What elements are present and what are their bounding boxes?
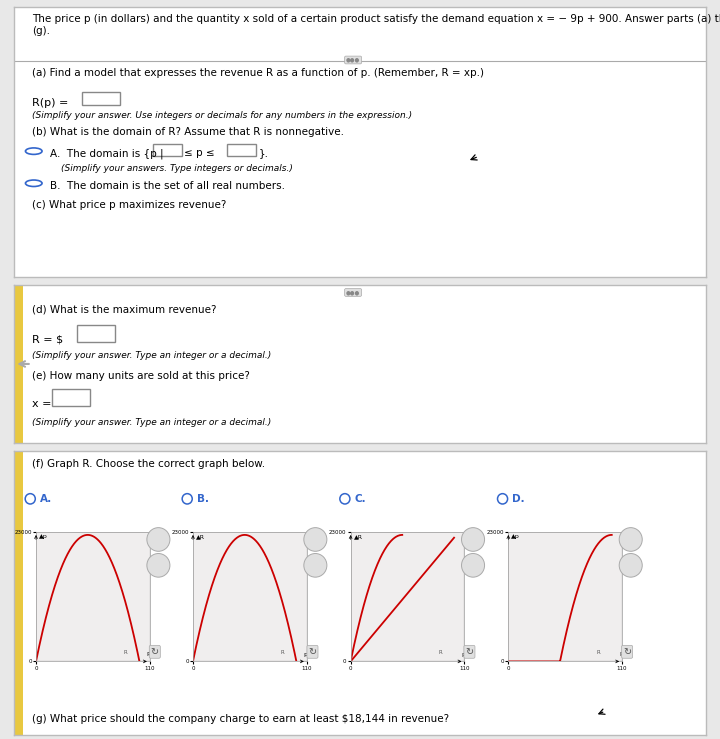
- Text: A.  The domain is {p |: A. The domain is {p |: [50, 149, 164, 159]
- Text: ▲R: ▲R: [196, 534, 205, 539]
- Text: ↻: ↻: [623, 647, 631, 657]
- Text: ●●●: ●●●: [346, 290, 360, 295]
- Text: −: −: [311, 560, 320, 571]
- Text: ≤ p ≤: ≤ p ≤: [184, 149, 215, 158]
- Text: +: +: [626, 534, 635, 545]
- Text: (Simplify your answer. Type an integer or a decimal.): (Simplify your answer. Type an integer o…: [32, 418, 271, 427]
- Text: R: R: [281, 650, 284, 655]
- Text: −: −: [626, 560, 635, 571]
- Text: (d) What is the maximum revenue?: (d) What is the maximum revenue?: [32, 304, 216, 314]
- Text: C.: C.: [354, 494, 366, 504]
- Text: The price p (in dollars) and the quantity x sold of a certain product satisfy th: The price p (in dollars) and the quantit…: [32, 14, 720, 35]
- Text: A.: A.: [40, 494, 52, 504]
- FancyBboxPatch shape: [82, 92, 120, 105]
- Text: R = $: R = $: [32, 335, 63, 344]
- Text: ▲p: ▲p: [511, 534, 520, 539]
- Text: −: −: [469, 560, 477, 571]
- FancyBboxPatch shape: [53, 389, 91, 406]
- Text: D.: D.: [512, 494, 525, 504]
- Text: R: R: [438, 650, 442, 655]
- Text: ●●●: ●●●: [346, 58, 360, 63]
- Text: R(p) =: R(p) =: [32, 98, 68, 108]
- Circle shape: [25, 148, 42, 154]
- Text: p: p: [304, 653, 307, 658]
- Text: (a) Find a model that expresses the revenue R as a function of p. (Remember, R =: (a) Find a model that expresses the reve…: [32, 68, 484, 78]
- Text: (f) Graph R. Choose the correct graph below.: (f) Graph R. Choose the correct graph be…: [32, 460, 265, 469]
- Text: (c) What price p maximizes revenue?: (c) What price p maximizes revenue?: [32, 200, 226, 211]
- FancyBboxPatch shape: [14, 451, 23, 735]
- Text: R: R: [596, 650, 600, 655]
- Text: (Simplify your answers. Type integers or decimals.): (Simplify your answers. Type integers or…: [61, 164, 293, 174]
- Text: }.: }.: [258, 149, 269, 158]
- Text: ▲R: ▲R: [354, 534, 363, 539]
- Text: +: +: [469, 534, 477, 545]
- Text: ↻: ↻: [308, 647, 317, 657]
- FancyBboxPatch shape: [153, 144, 181, 156]
- FancyBboxPatch shape: [228, 144, 256, 156]
- Text: −: −: [154, 560, 163, 571]
- Text: ▲p: ▲p: [39, 534, 48, 539]
- Text: R: R: [619, 653, 624, 658]
- Text: (g) What price should the company charge to earn at least $18,144 in revenue?: (g) What price should the company charge…: [32, 714, 449, 724]
- Text: (Simplify your answer. Type an integer or a decimal.): (Simplify your answer. Type an integer o…: [32, 351, 271, 360]
- Text: R: R: [147, 653, 151, 658]
- Text: (b) What is the domain of R? Assume that R is nonnegative.: (b) What is the domain of R? Assume that…: [32, 127, 343, 137]
- Text: B.  The domain is the set of all real numbers.: B. The domain is the set of all real num…: [50, 180, 285, 191]
- Text: +: +: [154, 534, 163, 545]
- Circle shape: [25, 180, 42, 186]
- Text: ↻: ↻: [150, 647, 159, 657]
- Text: B.: B.: [197, 494, 209, 504]
- Text: (Simplify your answer. Use integers or decimals for any numbers in the expressio: (Simplify your answer. Use integers or d…: [32, 112, 412, 120]
- Text: p: p: [462, 653, 465, 658]
- Text: (e) How many units are sold at this price?: (e) How many units are sold at this pric…: [32, 371, 250, 381]
- FancyBboxPatch shape: [76, 325, 114, 342]
- FancyBboxPatch shape: [14, 285, 23, 443]
- Text: x =: x =: [32, 399, 51, 409]
- Text: R: R: [124, 650, 127, 655]
- Text: ↻: ↻: [465, 647, 474, 657]
- Text: +: +: [311, 534, 320, 545]
